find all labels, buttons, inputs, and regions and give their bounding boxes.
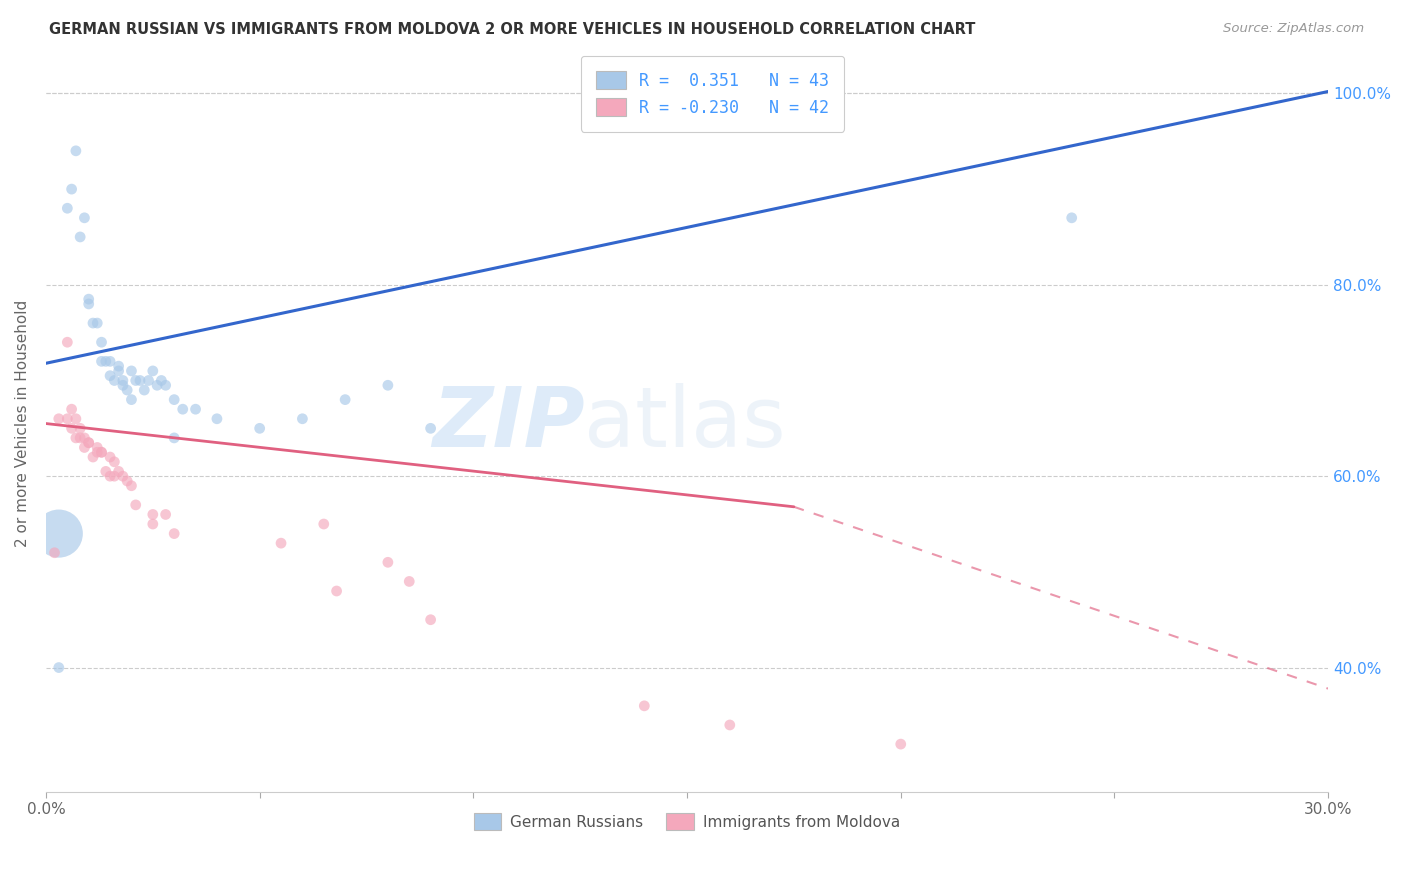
Point xyxy=(163,392,186,407)
Point xyxy=(111,374,134,388)
Point xyxy=(107,364,129,378)
Point xyxy=(718,718,741,732)
Point xyxy=(172,402,194,417)
Point xyxy=(184,402,207,417)
Point xyxy=(90,335,112,350)
Point xyxy=(633,698,655,713)
Point xyxy=(56,335,79,350)
Point xyxy=(103,469,125,483)
Point xyxy=(73,441,96,455)
Point xyxy=(77,297,100,311)
Point xyxy=(94,354,117,368)
Point xyxy=(155,378,177,392)
Point xyxy=(48,526,70,541)
Point xyxy=(291,411,314,425)
Point xyxy=(77,435,100,450)
Point xyxy=(163,431,186,445)
Point xyxy=(270,536,292,550)
Point xyxy=(398,574,420,589)
Legend: German Russians, Immigrants from Moldova: German Russians, Immigrants from Moldova xyxy=(468,807,907,836)
Text: GERMAN RUSSIAN VS IMMIGRANTS FROM MOLDOVA 2 OR MORE VEHICLES IN HOUSEHOLD CORREL: GERMAN RUSSIAN VS IMMIGRANTS FROM MOLDOV… xyxy=(49,22,976,37)
Point xyxy=(60,402,83,417)
Point xyxy=(73,431,96,445)
Text: atlas: atlas xyxy=(585,383,786,464)
Point xyxy=(115,383,138,397)
Point xyxy=(65,144,87,158)
Point xyxy=(69,230,91,244)
Point xyxy=(312,516,335,531)
Point xyxy=(98,354,121,368)
Point xyxy=(120,479,142,493)
Point xyxy=(69,421,91,435)
Point xyxy=(48,411,70,425)
Point xyxy=(146,378,169,392)
Point xyxy=(65,431,87,445)
Point xyxy=(90,445,112,459)
Point xyxy=(155,508,177,522)
Point xyxy=(129,374,152,388)
Point xyxy=(98,469,121,483)
Point xyxy=(103,374,125,388)
Point xyxy=(90,354,112,368)
Point xyxy=(107,359,129,373)
Point xyxy=(69,431,91,445)
Point xyxy=(150,374,173,388)
Point xyxy=(48,660,70,674)
Point xyxy=(56,201,79,215)
Point xyxy=(142,364,165,378)
Point xyxy=(1060,211,1083,225)
Point xyxy=(60,182,83,196)
Point xyxy=(325,584,347,599)
Point xyxy=(82,450,104,464)
Point xyxy=(86,445,108,459)
Point xyxy=(142,508,165,522)
Text: ZIP: ZIP xyxy=(432,383,585,464)
Point xyxy=(90,445,112,459)
Point xyxy=(890,737,912,751)
Point xyxy=(44,546,66,560)
Point xyxy=(419,421,441,435)
Point xyxy=(134,383,156,397)
Point xyxy=(94,464,117,478)
Point xyxy=(120,364,142,378)
Point xyxy=(98,368,121,383)
Point xyxy=(82,316,104,330)
Point xyxy=(333,392,356,407)
Point xyxy=(163,526,186,541)
Y-axis label: 2 or more Vehicles in Household: 2 or more Vehicles in Household xyxy=(15,300,30,547)
Point xyxy=(86,316,108,330)
Point xyxy=(77,435,100,450)
Point xyxy=(419,613,441,627)
Point xyxy=(65,411,87,425)
Point xyxy=(111,378,134,392)
Point xyxy=(125,498,148,512)
Point xyxy=(86,441,108,455)
Point xyxy=(56,411,79,425)
Point xyxy=(103,455,125,469)
Point xyxy=(73,211,96,225)
Point xyxy=(138,374,160,388)
Point xyxy=(98,450,121,464)
Point xyxy=(205,411,228,425)
Point xyxy=(60,421,83,435)
Point xyxy=(120,392,142,407)
Point xyxy=(115,474,138,488)
Point xyxy=(111,469,134,483)
Point xyxy=(249,421,271,435)
Point xyxy=(107,464,129,478)
Text: Source: ZipAtlas.com: Source: ZipAtlas.com xyxy=(1223,22,1364,36)
Point xyxy=(377,555,399,569)
Point xyxy=(377,378,399,392)
Point xyxy=(142,516,165,531)
Point xyxy=(125,374,148,388)
Point xyxy=(77,292,100,306)
